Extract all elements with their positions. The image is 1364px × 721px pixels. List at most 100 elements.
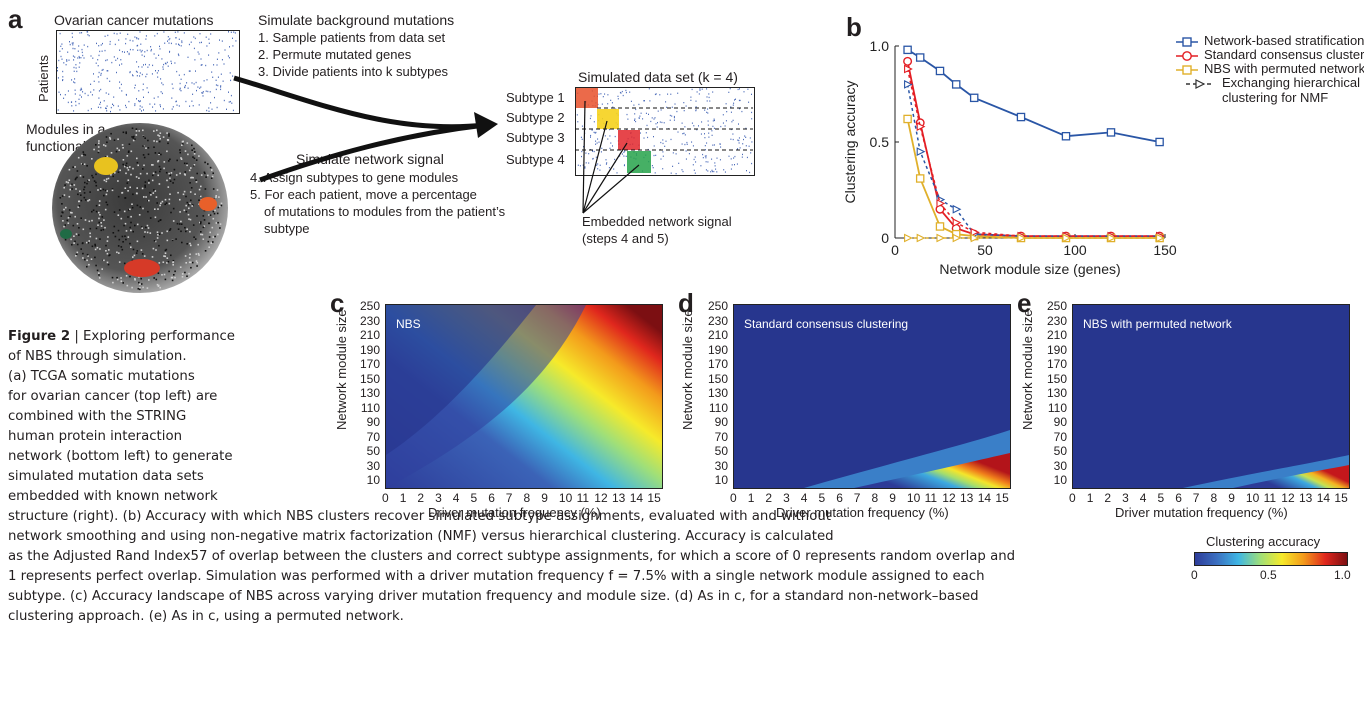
x-axis-label: Network module size (genes) bbox=[939, 261, 1120, 277]
xt-e-tick-3: 3 bbox=[1122, 491, 1129, 505]
yt-c-tick-8: 90 bbox=[366, 415, 380, 430]
accuracy-line-chart: 0 50 100 150 0 0.5 1.0 Network module size (gen… bbox=[842, 38, 1177, 277]
bg-step-2: 2. Permute mutated genes bbox=[258, 47, 412, 62]
heatmap-c-xticks: 0 1 2 3 4 5 6 7 8 9 10 11 12 13 14 15 bbox=[382, 490, 661, 505]
yt-c-tick-9: 70 bbox=[366, 429, 380, 444]
yt-c-tick-12: 10 bbox=[366, 473, 380, 488]
xt-c-tick-1: 1 bbox=[399, 491, 407, 505]
mutation-matrix-dots bbox=[57, 31, 237, 113]
heatmap-c-xlabel: Driver mutation frequency (%) bbox=[428, 505, 601, 520]
xt-e-tick-5: 5 bbox=[1157, 491, 1165, 505]
module-orange bbox=[199, 197, 217, 211]
xt-e-tick-7: 7 bbox=[1192, 491, 1200, 505]
yt-d-tick-8: 90 bbox=[714, 415, 728, 430]
bg-step-3: 3. Divide patients into k subtypes bbox=[258, 64, 449, 79]
point-s4-4 bbox=[970, 227, 980, 237]
heatmap-c-ylabel: Network module size bbox=[334, 309, 349, 430]
xt-d-tick-10: 10 bbox=[906, 491, 921, 505]
caption-line-14: clustering approach. (e) As in c, using … bbox=[8, 609, 404, 624]
sig-step-5: 5. For each patient, move a percentage bbox=[250, 187, 477, 202]
simulated-matrix bbox=[575, 87, 755, 176]
caption-line-9: structure (right). (b) Accuracy with whi… bbox=[8, 509, 831, 524]
bg-title: Simulate background mutations bbox=[258, 12, 455, 28]
bg-step-1: 1. Sample patients from data set bbox=[258, 30, 446, 45]
xt-d-tick-7: 7 bbox=[853, 491, 861, 505]
figure-caption-head: Figure 2 | Exploring performance bbox=[8, 327, 235, 347]
point-s0-7 bbox=[1106, 128, 1116, 137]
xt-e-tick-12: 12 bbox=[1281, 491, 1295, 505]
caption-line-11: as the Adjusted Rand Index57 of overlap … bbox=[8, 549, 1016, 564]
xt-e-tick-14: 14 bbox=[1316, 491, 1331, 505]
heatmap-e: NBS with permuted network bbox=[1072, 304, 1350, 489]
xt-d-tick-8: 8 bbox=[871, 491, 879, 505]
point-s2-2 bbox=[935, 222, 945, 231]
colorbar-tick-1: 1.0 bbox=[1334, 568, 1351, 582]
xt-c-tick-5: 5 bbox=[470, 491, 478, 505]
heatmap-c-title: NBS bbox=[396, 317, 421, 331]
xt-d-tick-12: 12 bbox=[942, 491, 956, 505]
yt-d-tick-1: 230 bbox=[707, 313, 728, 328]
y-tick-label-2: 1.0 bbox=[870, 38, 890, 54]
legend-label-nbs: Network-based stratification (NBS) bbox=[1204, 33, 1364, 48]
panel-letter-d: d bbox=[678, 288, 694, 318]
yt-e-tick-11: 30 bbox=[1053, 458, 1067, 473]
module-green bbox=[60, 229, 72, 239]
point-s5-5 bbox=[1017, 233, 1027, 243]
panel-letter-b: b bbox=[846, 12, 862, 42]
xt-c-tick-3: 3 bbox=[435, 491, 442, 505]
mutation-matrix bbox=[56, 30, 240, 114]
heatmap-d-yticks: 250 230 210 190 170 150 130 110 90 70 50 30 10 bbox=[698, 300, 728, 492]
flow-arrows bbox=[233, 75, 498, 183]
legend-label-hierarchical-1: Exchanging hierarchical bbox=[1222, 75, 1361, 90]
module-red bbox=[124, 259, 160, 277]
module-yellow bbox=[94, 157, 118, 175]
heatmap-d: Standard consensus clustering bbox=[733, 304, 1011, 489]
sim-title: Simulated data set (k = 4) bbox=[578, 69, 738, 85]
xt-e-tick-8: 8 bbox=[1210, 491, 1218, 505]
yt-c-tick-5: 150 bbox=[359, 371, 380, 386]
xt-d-tick-4: 4 bbox=[800, 491, 808, 505]
x-tick-label-1: 50 bbox=[977, 242, 993, 258]
point-s2-1 bbox=[915, 174, 925, 183]
x-tick-label-2: 100 bbox=[1063, 242, 1087, 258]
point-s0-3 bbox=[951, 80, 961, 89]
yt-e-tick-12: 10 bbox=[1053, 473, 1067, 488]
matrix-title: Ovarian cancer mutations bbox=[54, 12, 214, 28]
xt-d-tick-15: 15 bbox=[995, 491, 1009, 505]
signal-block-3 bbox=[618, 130, 640, 150]
panel-letter-c: c bbox=[330, 288, 345, 318]
heatmap-e-title: NBS with permuted network bbox=[1083, 317, 1232, 331]
xt-e-tick-13: 13 bbox=[1299, 491, 1313, 505]
colorbar-title: Clustering accuracy bbox=[1206, 534, 1321, 549]
yt-e-tick-8: 90 bbox=[1053, 415, 1067, 430]
arrowhead bbox=[474, 112, 498, 138]
point-s0-5 bbox=[1016, 112, 1026, 122]
caption-line-8: embedded with known network bbox=[8, 489, 218, 504]
xt-c-tick-14: 14 bbox=[629, 491, 644, 505]
embedded-label-2: (steps 4 and 5) bbox=[582, 231, 669, 246]
yt-e-tick-9: 70 bbox=[1053, 429, 1067, 444]
heatmap-c-surface bbox=[386, 305, 662, 488]
xt-e-tick-15: 15 bbox=[1334, 491, 1348, 505]
yt-d-tick-11: 30 bbox=[714, 458, 728, 473]
subtype-1-label: Subtype 1 bbox=[506, 90, 565, 105]
xt-e-tick-4: 4 bbox=[1139, 491, 1147, 505]
xt-d-tick-0: 0 bbox=[730, 491, 737, 505]
heatmap-e-surface bbox=[1073, 305, 1349, 488]
point-s4-0 bbox=[904, 64, 913, 74]
point-s0-1 bbox=[915, 53, 925, 62]
yt-c-tick-2: 210 bbox=[359, 328, 380, 342]
yt-e-tick-4: 170 bbox=[1046, 357, 1067, 372]
yt-d-tick-5: 150 bbox=[707, 371, 728, 386]
heatmap-d-xlabel: Driver mutation frequency (%) bbox=[776, 505, 949, 520]
heatmap-d-surface bbox=[734, 305, 1010, 488]
colorbar-tick-05: 0.5 bbox=[1260, 568, 1277, 582]
yt-d-tick-9: 70 bbox=[714, 429, 728, 444]
yt-c-tick-6: 130 bbox=[359, 386, 380, 401]
caption-line-1: of NBS through simulation. bbox=[8, 349, 187, 364]
caption-line-5: human protein interaction bbox=[8, 429, 183, 444]
point-s3-1 bbox=[916, 147, 926, 156]
simulated-matrix-dots bbox=[576, 88, 753, 175]
x-tick-label-3: 150 bbox=[1153, 242, 1177, 258]
sig-step-5b: of mutations to modules from the patient… bbox=[264, 204, 506, 219]
